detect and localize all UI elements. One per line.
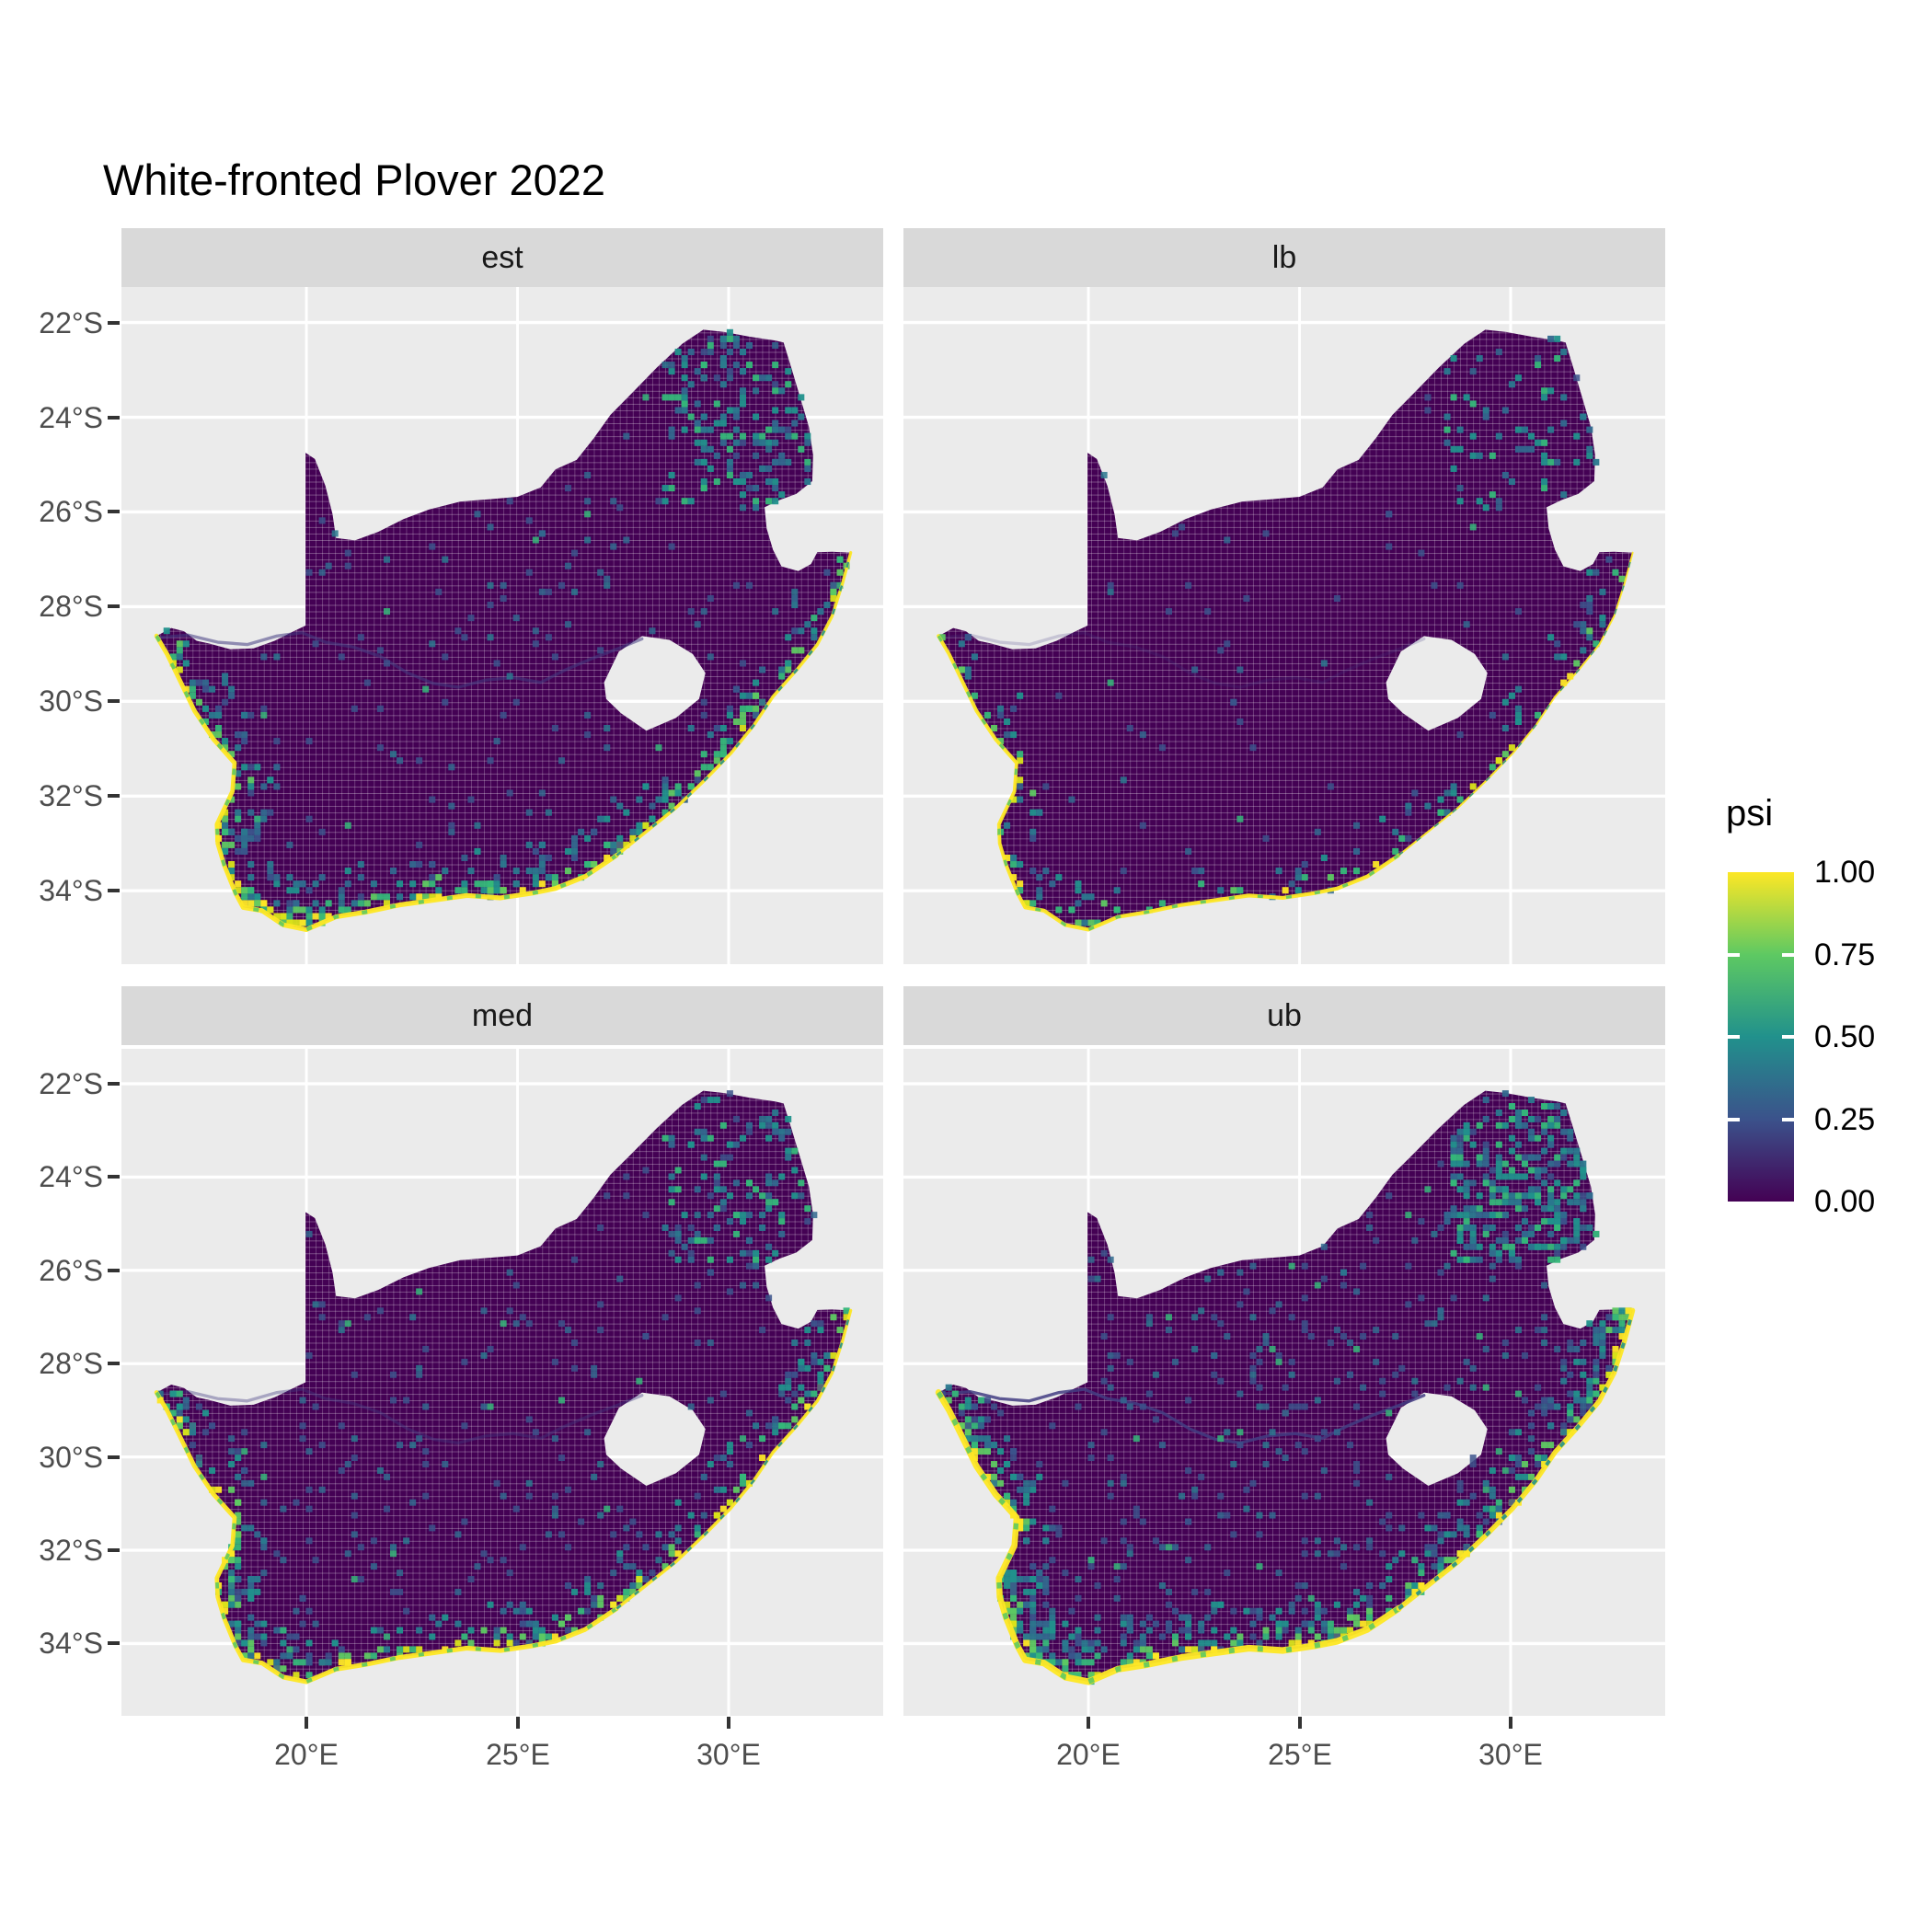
legend-tick-label: 1.00 xyxy=(1814,855,1876,890)
coast-high-psi-band xyxy=(935,1389,1402,1685)
facet-strip-med: med xyxy=(121,986,883,1045)
facet-strip-est: est xyxy=(121,228,883,287)
facet-map-ub xyxy=(903,1049,1665,1716)
legend-tick-left xyxy=(1728,1035,1740,1039)
facet-strip-label: lb xyxy=(1271,239,1297,275)
coast-high-psi-band xyxy=(937,634,1401,932)
legend-tick-label: 0.00 xyxy=(1814,1184,1876,1219)
legend-tick-right xyxy=(1782,1118,1794,1121)
y-axis-tick xyxy=(108,1269,120,1272)
x-axis-label: 30°E xyxy=(696,1738,761,1771)
facet-strip-ub: ub xyxy=(903,986,1665,1045)
legend-tick-right xyxy=(1782,1035,1794,1039)
raster-cell-grid xyxy=(156,329,851,930)
x-axis-label: 20°E xyxy=(274,1738,339,1771)
facet-strip-label: ub xyxy=(1267,997,1302,1033)
y-axis-label: 32°S xyxy=(39,1534,103,1567)
legend-tick-label: 0.75 xyxy=(1814,937,1876,972)
legend-tick-label: 0.25 xyxy=(1814,1102,1876,1137)
legend-tick-left xyxy=(1728,953,1740,957)
east-coast-teal-cells xyxy=(615,1310,852,1610)
coast-high-psi-band xyxy=(154,633,619,933)
facet-strip-label: est xyxy=(481,239,523,275)
east-coast-teal-cells xyxy=(1397,552,1634,857)
psi-speckle-cells xyxy=(156,1090,850,1679)
y-axis-tick xyxy=(108,510,120,513)
east-coast-teal-cells xyxy=(1397,1309,1635,1611)
x-axis-label: 25°E xyxy=(1268,1738,1332,1771)
y-axis-label: 32°S xyxy=(39,779,103,812)
legend-tick-label: 0.50 xyxy=(1814,1019,1876,1054)
facet-strip-label: med xyxy=(471,997,534,1033)
plot-title: White-fronted Plover 2022 xyxy=(103,155,606,204)
y-axis-label: 34°S xyxy=(39,1627,103,1660)
x-axis-tick xyxy=(1087,1717,1090,1729)
psi-speckle-cells xyxy=(938,1090,1632,1685)
y-axis-label: 28°S xyxy=(39,1347,103,1380)
y-axis-tick xyxy=(108,699,120,703)
legend-tick-left xyxy=(1728,1118,1740,1121)
orange-river-band xyxy=(941,631,1426,689)
y-axis-label: 34°S xyxy=(39,874,103,907)
x-axis-label: 25°E xyxy=(486,1738,550,1771)
y-axis-tick xyxy=(108,794,120,798)
facet-map-est xyxy=(121,287,883,964)
y-axis-tick xyxy=(108,1175,120,1179)
facet-map-lb xyxy=(903,287,1665,964)
y-axis-tick xyxy=(108,416,120,420)
orange-river-band xyxy=(159,631,644,689)
east-coast-teal-cells xyxy=(615,552,852,857)
x-axis-tick xyxy=(727,1717,730,1729)
y-axis-label: 24°S xyxy=(39,1160,103,1193)
facet-strip-lb: lb xyxy=(903,228,1665,287)
psi-speckle-cells xyxy=(938,335,1626,926)
y-axis-tick xyxy=(108,1548,120,1552)
y-axis-tick xyxy=(108,1455,120,1459)
y-axis-label: 30°S xyxy=(39,1441,103,1474)
y-axis-tick xyxy=(108,321,120,325)
y-axis-tick xyxy=(108,1082,120,1086)
y-axis-label: 30°S xyxy=(39,684,103,718)
raster-cell-grid xyxy=(938,329,1633,930)
y-axis-tick xyxy=(108,889,120,892)
x-axis-label: 20°E xyxy=(1056,1738,1121,1771)
x-axis-tick xyxy=(1509,1717,1512,1729)
legend-tick-right xyxy=(1782,953,1794,957)
y-axis-label: 24°S xyxy=(39,401,103,434)
facet-map-med xyxy=(121,1049,883,1716)
x-axis-label: 30°E xyxy=(1478,1738,1543,1771)
y-axis-label: 26°S xyxy=(39,495,103,528)
x-axis-tick xyxy=(516,1717,520,1729)
y-axis-tick xyxy=(108,604,120,608)
orange-river-band xyxy=(159,1387,644,1445)
y-axis-label: 28°S xyxy=(39,590,103,623)
x-axis-tick xyxy=(305,1717,308,1729)
y-axis-tick xyxy=(108,1641,120,1645)
psi-speckle-cells xyxy=(163,328,850,926)
y-axis-label: 22°S xyxy=(39,306,103,339)
y-axis-label: 22°S xyxy=(39,1067,103,1100)
legend-title: psi xyxy=(1726,793,1774,834)
y-axis-label: 26°S xyxy=(39,1254,103,1287)
coast-high-psi-band xyxy=(154,1390,619,1685)
y-axis-tick xyxy=(108,1362,120,1365)
x-axis-tick xyxy=(1298,1717,1302,1729)
orange-river-band xyxy=(941,1387,1426,1445)
